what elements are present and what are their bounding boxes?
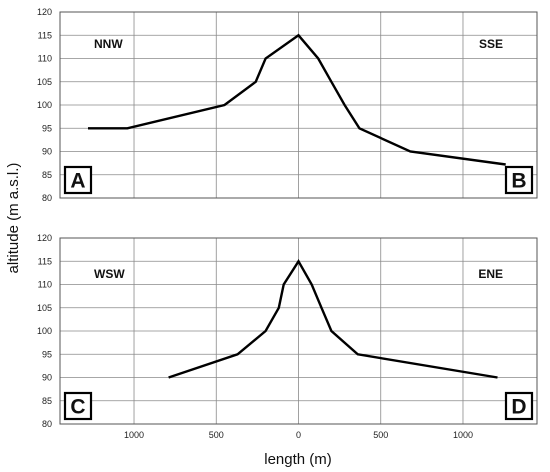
y-tick-label: 115 xyxy=(38,30,52,40)
y-tick-label: 110 xyxy=(38,54,52,64)
y-tick-label: 115 xyxy=(38,256,52,266)
y-tick-label: 80 xyxy=(42,419,52,429)
x-axis-label: length (m) xyxy=(264,451,332,468)
y-axis-label: altitude (m a.s.l.) xyxy=(5,163,22,274)
y-tick-label: 110 xyxy=(38,280,52,290)
y-tick-label: 105 xyxy=(37,303,52,313)
x-tick-label: 1000 xyxy=(453,430,473,440)
direction-label-left: NNW xyxy=(94,37,123,51)
corner-label-right: D xyxy=(511,396,526,419)
plot-frame xyxy=(59,237,538,425)
corner-label-left: C xyxy=(70,396,85,419)
x-tick-label: 1000 xyxy=(124,430,144,440)
direction-label-left: WSW xyxy=(94,267,125,281)
x-tick-label: 500 xyxy=(373,430,388,440)
corner-label-right: B xyxy=(511,170,526,193)
panel-a-b: 80 85 90 95 100 105 110 115 120 NNW SSE A B xyxy=(37,7,538,203)
direction-label-right: SSE xyxy=(479,37,503,51)
y-tick-label: 120 xyxy=(37,233,52,243)
x-tick-label: 500 xyxy=(209,430,224,440)
y-tick-label: 105 xyxy=(37,77,52,87)
y-tick-label: 100 xyxy=(37,326,52,336)
x-tick-label: 0 xyxy=(296,430,301,440)
y-tick-label: 85 xyxy=(42,170,52,180)
direction-label-right: ENE xyxy=(478,267,503,281)
y-tick-label: 80 xyxy=(42,193,52,203)
corner-label-left-box xyxy=(63,391,93,421)
panel-c-d: 80 85 90 95 100 105 110 115 120 WSW ENE C D 1000 500 0 5… xyxy=(37,233,538,440)
y-tick-label: 90 xyxy=(42,373,52,383)
profile-line xyxy=(168,258,498,379)
profile-line xyxy=(88,33,506,166)
y-tick-label: 95 xyxy=(42,123,52,133)
y-tick-label: 100 xyxy=(37,100,52,110)
plot-frame xyxy=(59,11,538,199)
y-tick-label: 120 xyxy=(37,7,52,17)
y-tick-label: 90 xyxy=(42,147,52,157)
corner-label-right-box xyxy=(504,165,534,195)
y-tick-label: 85 xyxy=(42,396,52,406)
y-tick-label: 95 xyxy=(42,349,52,359)
corner-label-right-box xyxy=(504,391,534,421)
corner-label-left: A xyxy=(70,170,85,193)
corner-label-left-box xyxy=(63,165,93,195)
